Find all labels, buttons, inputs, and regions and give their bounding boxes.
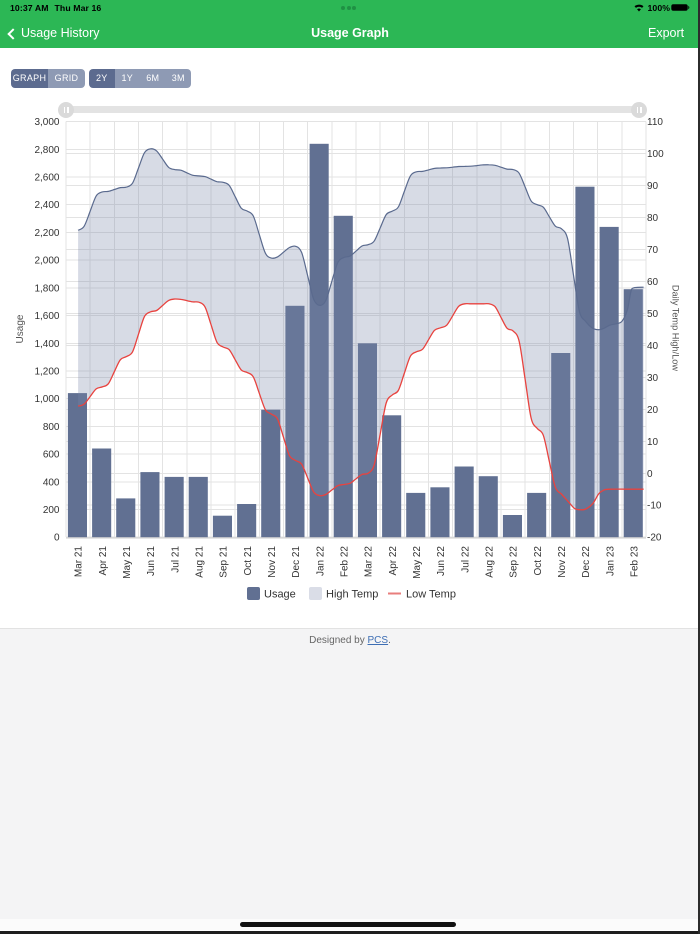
svg-text:Usage: Usage bbox=[15, 314, 26, 343]
svg-text:3,000: 3,000 bbox=[34, 117, 59, 128]
svg-text:Sep 22: Sep 22 bbox=[509, 546, 520, 578]
svg-text:Nov 21: Nov 21 bbox=[267, 546, 278, 578]
svg-text:2,200: 2,200 bbox=[34, 228, 59, 239]
svg-text:2,600: 2,600 bbox=[34, 173, 59, 184]
svg-text:May 21: May 21 bbox=[122, 546, 133, 579]
svg-text:Apr 22: Apr 22 bbox=[388, 546, 399, 576]
svg-text:80: 80 bbox=[647, 213, 659, 224]
svg-text:1,400: 1,400 bbox=[34, 339, 59, 350]
svg-text:Jan 22: Jan 22 bbox=[315, 546, 326, 576]
svg-text:800: 800 bbox=[43, 422, 60, 433]
svg-text:Mar 22: Mar 22 bbox=[364, 546, 375, 578]
svg-text:70: 70 bbox=[647, 245, 659, 256]
svg-text:40: 40 bbox=[647, 341, 659, 352]
svg-text:Aug 21: Aug 21 bbox=[194, 546, 205, 578]
svg-text:High Temp: High Temp bbox=[326, 589, 378, 601]
svg-text:Sep 21: Sep 21 bbox=[219, 546, 230, 578]
svg-text:Low Temp: Low Temp bbox=[406, 589, 456, 601]
svg-text:Jul 21: Jul 21 bbox=[170, 546, 181, 573]
svg-text:Jan 23: Jan 23 bbox=[605, 546, 616, 576]
svg-text:Oct 22: Oct 22 bbox=[533, 546, 544, 576]
svg-text:200: 200 bbox=[43, 505, 60, 516]
svg-text:600: 600 bbox=[43, 450, 60, 461]
svg-text:-20: -20 bbox=[647, 533, 662, 544]
svg-text:100: 100 bbox=[647, 149, 664, 160]
svg-text:1,600: 1,600 bbox=[34, 311, 59, 322]
svg-text:Feb 23: Feb 23 bbox=[629, 546, 640, 578]
svg-text:-10: -10 bbox=[647, 501, 662, 512]
svg-text:Jun 22: Jun 22 bbox=[436, 546, 447, 576]
svg-text:Dec 21: Dec 21 bbox=[291, 546, 302, 578]
svg-text:Jul 22: Jul 22 bbox=[460, 546, 471, 573]
svg-text:20: 20 bbox=[647, 405, 659, 416]
svg-text:Aug 22: Aug 22 bbox=[484, 546, 495, 578]
svg-text:1,200: 1,200 bbox=[34, 367, 59, 378]
svg-text:Mar 21: Mar 21 bbox=[74, 546, 85, 578]
svg-text:Usage: Usage bbox=[264, 589, 296, 601]
svg-text:0: 0 bbox=[54, 533, 60, 544]
svg-text:30: 30 bbox=[647, 373, 659, 384]
svg-text:May 22: May 22 bbox=[412, 546, 423, 579]
svg-text:1,000: 1,000 bbox=[34, 394, 59, 405]
svg-text:Daily Temp High/Low: Daily Temp High/Low bbox=[671, 285, 681, 371]
svg-text:Oct 21: Oct 21 bbox=[243, 546, 254, 576]
svg-text:2,400: 2,400 bbox=[34, 200, 59, 211]
svg-text:2,000: 2,000 bbox=[34, 256, 59, 267]
svg-text:Dec 22: Dec 22 bbox=[581, 546, 592, 578]
svg-text:Nov 22: Nov 22 bbox=[557, 546, 568, 578]
svg-text:110: 110 bbox=[647, 117, 663, 128]
svg-text:2,800: 2,800 bbox=[34, 145, 59, 156]
svg-text:400: 400 bbox=[43, 477, 60, 488]
svg-text:60: 60 bbox=[647, 277, 659, 288]
svg-text:90: 90 bbox=[647, 181, 659, 192]
svg-text:Apr 21: Apr 21 bbox=[98, 546, 109, 576]
svg-text:Feb 22: Feb 22 bbox=[339, 546, 350, 578]
svg-text:0: 0 bbox=[647, 469, 653, 480]
svg-text:10: 10 bbox=[647, 437, 659, 448]
svg-text:1,800: 1,800 bbox=[34, 283, 59, 294]
svg-text:Jun 21: Jun 21 bbox=[146, 546, 157, 576]
svg-text:50: 50 bbox=[647, 309, 659, 320]
